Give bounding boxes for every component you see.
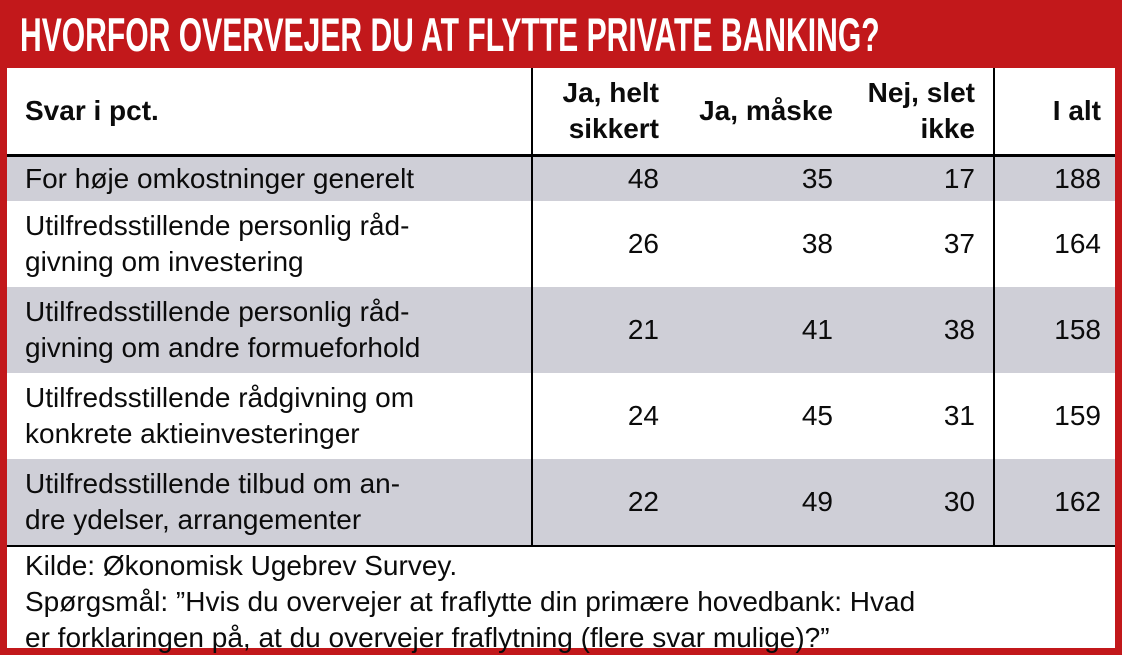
row-label: Utilfredsstillende personlig råd- givnin…	[7, 287, 533, 373]
table-row: Utilfredsstillende rådgivning om konkret…	[7, 373, 1115, 459]
value-yes-maybe: 41	[801, 314, 833, 345]
value-total: 162	[1054, 486, 1101, 517]
value-total: 164	[1054, 228, 1101, 259]
table-row: Utilfredsstillende tilbud om an- dre yde…	[7, 459, 1115, 545]
value-yes-maybe: 35	[801, 163, 833, 194]
table-row: For høje omkostninger generelt 48 35 17 …	[7, 157, 1115, 201]
value-yes-certain: 22	[627, 486, 659, 517]
value-no: 30	[861, 459, 995, 545]
source-note: Kilde: Økonomisk Ugebrev Survey.	[25, 550, 458, 581]
table-footer: Kilde: Økonomisk Ugebrev Survey. Spørgsm…	[7, 545, 1115, 656]
value-no: 31	[861, 373, 995, 459]
value-yes-certain: 24	[627, 400, 659, 431]
row-label: Utilfredsstillende tilbud om an- dre yde…	[7, 459, 533, 545]
value-total: 158	[1054, 314, 1101, 345]
table-row: Utilfredsstillende personlig råd- givnin…	[7, 201, 1115, 287]
value-yes-maybe: 45	[801, 400, 833, 431]
value-yes-maybe: 38	[801, 228, 833, 259]
value-no: 17	[861, 157, 995, 201]
value-no: 37	[861, 201, 995, 287]
table-header-row: Svar i pct. Ja, helt sikkert Ja, måske N…	[7, 68, 1115, 157]
column-header-answer: Svar i pct.	[7, 68, 533, 154]
title-bar: HVORFOR OVERVEJER DU AT FLYTTE PRIVATE B…	[0, 0, 1122, 68]
column-header-total: I alt	[1052, 95, 1101, 126]
column-header-yes-maybe: Ja, måske	[699, 95, 833, 126]
value-yes-certain: 21	[627, 314, 659, 345]
value-no: 38	[861, 287, 995, 373]
column-header-yes-certain: Ja, helt sikkert	[562, 77, 659, 144]
column-header-no: Nej, slet ikke	[861, 68, 995, 154]
value-yes-maybe: 49	[801, 486, 833, 517]
row-label: For høje omkostninger generelt	[7, 157, 533, 201]
table-row: Utilfredsstillende personlig råd- givnin…	[7, 287, 1115, 373]
table-content: Svar i pct. Ja, helt sikkert Ja, måske N…	[7, 68, 1115, 653]
value-total: 159	[1054, 400, 1101, 431]
value-yes-certain: 26	[627, 228, 659, 259]
page-title: HVORFOR OVERVEJER DU AT FLYTTE PRIVATE B…	[20, 7, 880, 61]
row-label: Utilfredsstillende rådgivning om konkret…	[7, 373, 533, 459]
value-total: 188	[1054, 163, 1101, 194]
question-note: Spørgsmål: ”Hvis du overvejer at fraflyt…	[25, 586, 916, 653]
value-yes-certain: 48	[627, 163, 659, 194]
row-label: Utilfredsstillende personlig råd- givnin…	[7, 201, 533, 287]
